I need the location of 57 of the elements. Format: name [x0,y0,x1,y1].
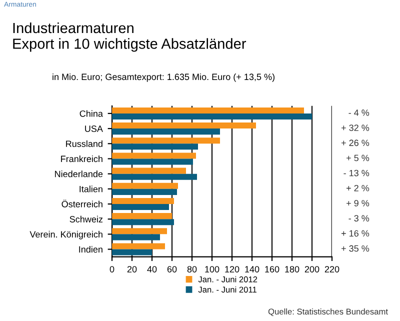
x-tick-label: 160 [265,266,280,272]
text: - 13 % [344,170,370,176]
text: + 16 % [341,230,370,237]
y-tick-label: Niederlande [55,170,103,178]
bar [112,234,160,240]
y-tick-label: Schweiz [70,216,103,222]
bar [112,158,193,165]
bar [112,249,152,256]
x-tick-label: 180 [285,266,300,272]
text: + 32 % [341,124,370,131]
text: - 4 % [348,110,370,116]
text: + 26 % [341,140,370,146]
bar [112,228,167,234]
legend-label: Jan. - Juni 2011 [198,286,256,293]
chart-subtitle: in Mio. Euro; Gesamtexport: 1.635 Mio. Euro (+ 13,5 %) [52,73,274,82]
text: + 2 % [346,184,370,192]
x-tick-label: 200 [304,266,320,272]
bar [112,182,178,189]
bar [112,144,198,150]
bar [112,219,174,226]
x-tick-label: 60 [167,266,177,272]
bar [112,174,197,180]
source-note: Quelle: Statistisches Bundesamt [268,308,388,316]
bar [112,243,165,250]
y-tick-label: USA [85,126,103,132]
bar [112,122,256,129]
bar [112,113,312,120]
bar [112,188,177,195]
x-tick-label: 20 [127,266,137,272]
text: - 3 % [348,215,370,222]
y-tick-label: Indien [79,246,102,253]
x-tick-label: 140 [245,266,260,272]
bar [112,198,174,204]
bar [112,128,220,135]
text: + 5 % [346,154,370,162]
bar [112,107,304,114]
text: + 35 % [341,245,370,252]
y-tick-label: Italien [80,186,102,192]
x-tick-label: 40 [147,266,157,272]
y-tick-label: Österreich [62,200,102,208]
y-tick-label: Russland [66,140,102,148]
y-tick-label: Frankreich [61,155,102,162]
chart-title: Industriearmaturen Export in 10 wichtigste Absatzländer [13,22,246,52]
x-tick-label: 80 [187,266,197,272]
x-tick-label: 0 [110,266,114,272]
bar [112,213,172,220]
y-tick-label: Verein. Königreich [30,230,102,240]
x-tick-label: 100 [205,266,220,272]
x-tick-label: 220 [324,266,340,272]
bar [112,138,220,144]
text: + 9 % [346,200,370,206]
y-tick-label: China [80,110,103,117]
legend-label: Jan. - Juni 2012 [198,276,258,282]
bar [112,204,169,210]
bar [112,152,196,159]
x-tick-label: 120 [225,266,240,272]
bar [112,168,186,174]
